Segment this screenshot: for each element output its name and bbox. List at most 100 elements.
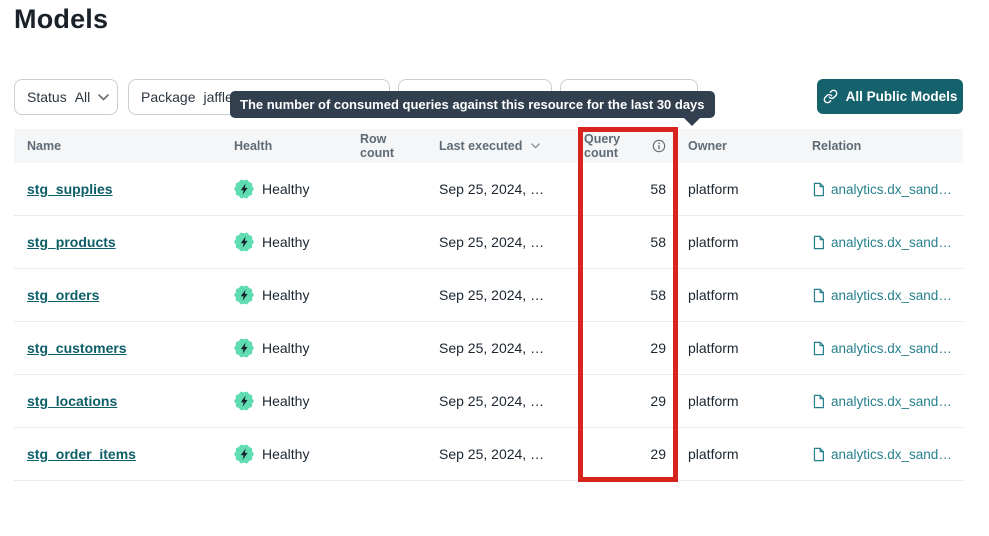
health-status-label: Healthy [262,234,310,250]
query-count-cell: 29 [650,393,666,409]
query-count-tooltip: The number of consumed queries against t… [230,91,715,126]
relation-link[interactable]: analytics.dx_sand… [812,447,952,462]
relation-cell: analytics.dx_sand… [798,447,963,462]
owner-cell: platform [688,446,739,462]
table-header-row: Name Health Row count Last executed Quer… [14,129,963,163]
healthy-seal-icon [234,285,254,305]
column-header-health: Health [234,139,273,153]
document-icon [813,235,824,249]
status-badge: Healthy [234,285,309,305]
status-filter-value: All [74,89,91,105]
health-cell: Healthy [230,444,360,464]
lightning-bolt-icon [240,183,248,195]
status-badge: Healthy [234,338,309,358]
table-row: stg_locations Healthy Sep 25, 2024, … 29… [14,375,963,428]
query-count-cell: 29 [650,446,666,462]
health-status-label: Healthy [262,181,310,197]
last-executed-cell: Sep 25, 2024, … [439,446,545,462]
last-executed-cell: Sep 25, 2024, … [439,181,545,197]
healthy-seal-icon [234,338,254,358]
column-header-last-executed[interactable]: Last executed [425,139,570,153]
status-filter[interactable]: Status All [14,79,118,115]
models-table: Name Health Row count Last executed Quer… [14,127,963,482]
status-badge: Healthy [234,179,309,199]
table-row: stg_orders Healthy Sep 25, 2024, … 58 pl… [14,269,963,322]
health-cell: Healthy [230,391,360,411]
query-count-cell: 58 [650,234,666,250]
status-filter-label: Status [27,89,67,105]
owner-cell: platform [688,287,739,303]
owner-cell: platform [688,393,739,409]
relation-link[interactable]: analytics.dx_sand… [812,288,952,303]
relation-link[interactable]: analytics.dx_sand… [812,341,952,356]
model-link[interactable]: stg_supplies [27,181,113,197]
all-public-models-button[interactable]: All Public Models [817,79,963,114]
model-name-cell: stg_order_items [14,446,230,462]
last-executed-cell: Sep 25, 2024, … [439,393,545,409]
relation-cell: analytics.dx_sand… [798,394,963,409]
relation-link[interactable]: analytics.dx_sand… [812,394,952,409]
health-cell: Healthy [230,338,360,358]
healthy-seal-icon [234,391,254,411]
health-status-label: Healthy [262,340,310,356]
document-icon [813,341,824,355]
lightning-bolt-icon [240,395,248,407]
all-public-models-label: All Public Models [845,89,958,104]
model-name-cell: stg_supplies [14,181,230,197]
info-icon[interactable] [652,139,666,153]
health-cell: Healthy [230,232,360,252]
health-status-label: Healthy [262,287,310,303]
health-status-label: Healthy [262,393,310,409]
lightning-bolt-icon [240,342,248,354]
relation-cell: analytics.dx_sand… [798,235,963,250]
model-name-cell: stg_products [14,234,230,250]
table-row: stg_products Healthy Sep 25, 2024, … 58 … [14,216,963,269]
relation-cell: analytics.dx_sand… [798,288,963,303]
model-name-cell: stg_orders [14,287,230,303]
sort-chevron-icon [531,143,541,149]
query-count-cell: 58 [650,181,666,197]
model-name-cell: stg_locations [14,393,230,409]
model-name-cell: stg_customers [14,340,230,356]
model-link[interactable]: stg_locations [27,393,118,409]
model-link[interactable]: stg_customers [27,340,127,356]
lightning-bolt-icon [240,236,248,248]
lightning-bolt-icon [240,289,248,301]
table-body: stg_supplies Healthy Sep 25, 2024, … 58 … [14,163,963,481]
owner-cell: platform [688,340,739,356]
status-badge: Healthy [234,232,309,252]
column-header-relation: Relation [812,139,862,153]
table-row: stg_supplies Healthy Sep 25, 2024, … 58 … [14,163,963,216]
health-cell: Healthy [230,285,360,305]
table-row: stg_order_items Healthy Sep 25, 2024, … … [14,428,963,481]
column-header-query-count[interactable]: Query count [570,132,674,160]
document-icon [813,182,824,196]
page-title: Models [14,4,109,34]
relation-link[interactable]: analytics.dx_sand… [812,182,952,197]
model-link[interactable]: stg_products [27,234,116,250]
lightning-bolt-icon [240,448,248,460]
table-row: stg_customers Healthy Sep 25, 2024, … 29… [14,322,963,375]
last-executed-cell: Sep 25, 2024, … [439,234,545,250]
healthy-seal-icon [234,232,254,252]
link-icon [823,89,837,104]
relation-cell: analytics.dx_sand… [798,182,963,197]
health-cell: Healthy [230,179,360,199]
status-badge: Healthy [234,444,309,464]
tooltip-text: The number of consumed queries against t… [240,97,705,112]
column-header-row-count: Row count [360,132,395,160]
query-count-cell: 58 [650,287,666,303]
healthy-seal-icon [234,179,254,199]
relation-link[interactable]: analytics.dx_sand… [812,235,952,250]
last-executed-cell: Sep 25, 2024, … [439,287,545,303]
tooltip-caret [682,117,701,126]
document-icon [813,288,824,302]
model-link[interactable]: stg_order_items [27,446,136,462]
package-filter-label: Package [141,89,196,105]
document-icon [813,394,824,408]
model-link[interactable]: stg_orders [27,287,100,303]
healthy-seal-icon [234,444,254,464]
status-badge: Healthy [234,391,309,411]
document-icon [813,447,824,461]
